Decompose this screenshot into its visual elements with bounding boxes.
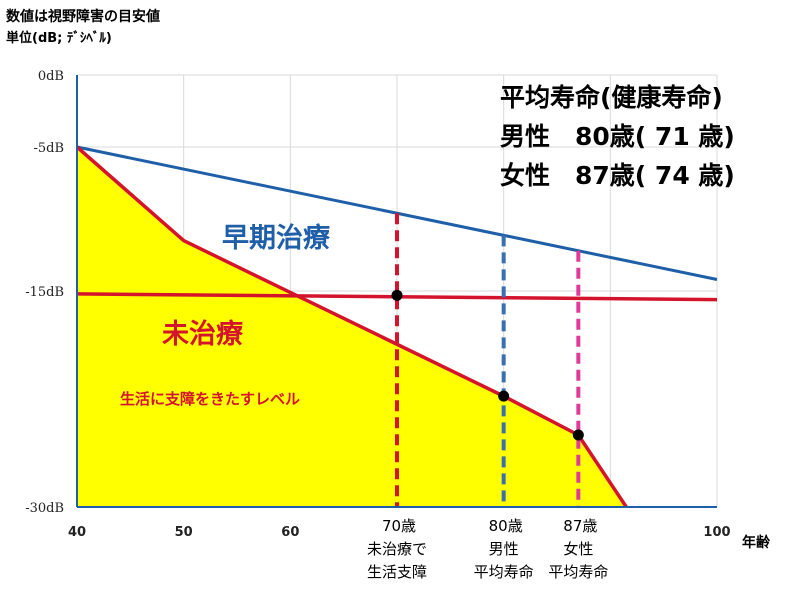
- x-tick-label: 70歳: [382, 517, 416, 535]
- life-expectancy-male: 男性 80歳( 71 歳): [500, 122, 735, 151]
- age-marker-caption: 平均寿命: [474, 563, 534, 581]
- marker-dot: [391, 289, 403, 301]
- age-marker-caption: 未治療で: [367, 540, 427, 558]
- age-marker-caption: 男性: [489, 540, 519, 558]
- life-expectancy-title: 平均寿命(健康寿命): [500, 83, 723, 112]
- marker-dot: [498, 390, 510, 402]
- age-marker-caption: 女性: [563, 540, 593, 558]
- life-expectancy-female: 女性 87歳( 74 歳): [500, 161, 735, 190]
- x-tick-label: 40: [68, 525, 86, 540]
- life-expectancy-box: 平均寿命(健康寿命) 男性 80歳( 71 歳) 女性 87歳( 74 歳): [500, 83, 735, 190]
- untreated-fill: [77, 147, 627, 507]
- axes: 0dB -5dB -15dB -30dB 40 50 60 100 年齢: [25, 69, 771, 551]
- impairment-level-label: 生活に支障をきたすレベル: [120, 390, 300, 408]
- age-marker-caption: 生活支障: [367, 563, 427, 581]
- untreated-label: 未治療: [162, 319, 244, 350]
- chart-note-line1: 数値は視野障害の目安値: [6, 8, 160, 25]
- x-tick-label: 80歳: [489, 517, 523, 535]
- x-tick-label: 50: [175, 525, 193, 540]
- marker-dot: [572, 429, 584, 441]
- untreated-area: [77, 147, 627, 507]
- chart-note-line2: 単位(dB; ﾃﾞｼﾍﾞﾙ): [6, 30, 112, 46]
- x-axis-unit-label: 年齢: [742, 534, 771, 551]
- marker-dots: [391, 289, 584, 441]
- x-tick-label: 100: [703, 525, 730, 540]
- y-tick-label: -15dB: [25, 285, 64, 300]
- y-tick-label: -30dB: [25, 501, 64, 516]
- y-tick-label: -5dB: [33, 141, 64, 156]
- age-marker-caption: 平均寿命: [548, 563, 608, 581]
- x-tick-label: 60: [281, 525, 299, 540]
- y-tick-label: 0dB: [38, 69, 64, 84]
- age-markers: [395, 213, 581, 507]
- x-tick-label: 87歳: [563, 517, 597, 535]
- early-treatment-label: 早期治療: [222, 223, 331, 254]
